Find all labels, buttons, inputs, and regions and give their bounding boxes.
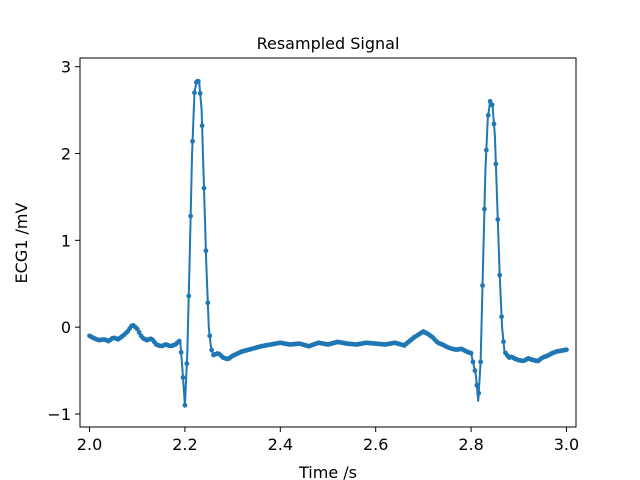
data-point: [476, 390, 482, 396]
data-point: [209, 347, 215, 353]
data-point: [564, 347, 569, 353]
data-point: [197, 91, 203, 96]
data-point: [499, 314, 504, 320]
plot-frame: [79, 57, 577, 428]
y-tick-label: 2: [61, 145, 71, 164]
x-tick-label: 2.6: [363, 435, 388, 454]
data-point: [201, 185, 207, 191]
x-tick-label: 2.0: [77, 435, 102, 454]
data-point: [474, 382, 480, 388]
data-point: [501, 339, 506, 345]
data-point: [468, 350, 474, 356]
data-point: [207, 333, 213, 339]
data-point: [489, 102, 495, 108]
series-line: [89, 78, 567, 407]
data-point: [485, 112, 491, 118]
data-point: [491, 121, 497, 127]
data-point: [205, 300, 211, 306]
y-tick-label: 0: [61, 318, 71, 337]
x-tick-label: 3.0: [554, 435, 579, 454]
data-point: [470, 359, 476, 365]
data-point: [184, 361, 190, 367]
data-point: [472, 368, 478, 373]
data-point: [190, 138, 195, 144]
x-tick-label: 2.2: [172, 435, 197, 454]
y-tick-label: −1: [47, 405, 71, 424]
data-point: [195, 78, 201, 84]
data-point: [203, 248, 209, 254]
y-tick-label: 1: [61, 231, 71, 250]
x-axis-label: Time /s: [298, 463, 357, 480]
y-axis-label: ECG1 /mV: [12, 203, 31, 284]
x-tick-label: 2.4: [268, 435, 293, 454]
x-tick-label: 2.8: [458, 435, 483, 454]
data-point: [483, 147, 489, 153]
chart-title: Resampled Signal: [257, 34, 400, 53]
data-point: [178, 349, 184, 355]
data-point: [192, 90, 197, 96]
data-point: [482, 206, 487, 212]
data-point: [182, 402, 188, 408]
data-point: [180, 375, 186, 380]
data-point: [176, 338, 182, 344]
data-point: [186, 293, 192, 299]
data-point: [495, 217, 501, 222]
data-point: [188, 213, 194, 219]
data-point: [493, 161, 499, 167]
data-point: [199, 123, 205, 129]
data-point: [497, 272, 503, 278]
y-tick-label: 3: [61, 58, 71, 77]
data-point: [480, 283, 485, 288]
data-point: [478, 359, 484, 365]
